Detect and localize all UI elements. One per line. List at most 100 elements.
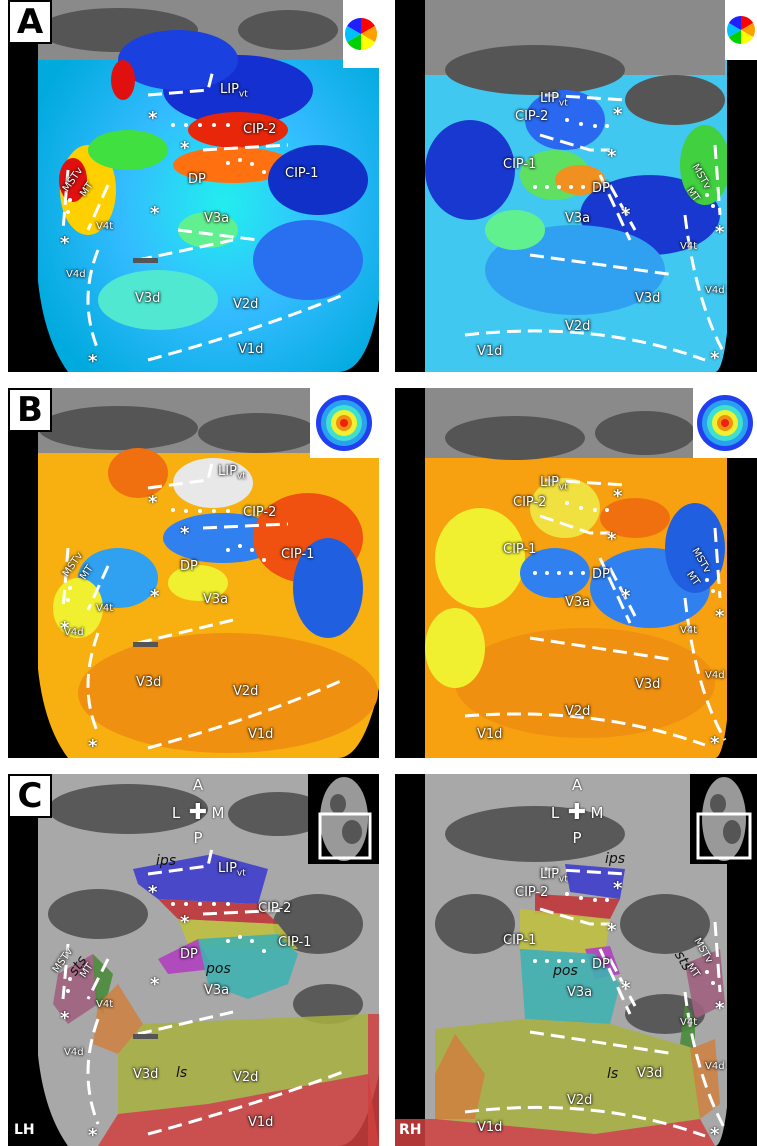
asterisk-marker: *: [710, 348, 720, 369]
asterisk-marker: *: [150, 586, 160, 607]
asterisk-marker: *: [621, 978, 631, 999]
asterisk-marker: *: [715, 222, 725, 243]
area-label-v3a: V3a: [565, 595, 591, 610]
asterisk-marker: *: [88, 351, 98, 372]
sulcus-label-ls: ls: [176, 1065, 188, 1081]
area-label-v2d: V2d: [567, 1093, 593, 1108]
orientation-cross-icon: ✚: [567, 800, 587, 825]
panel-c-label: C: [8, 774, 52, 818]
asterisk-marker: *: [180, 523, 190, 544]
asterisk-marker: *: [607, 529, 617, 550]
area-label-dp: DP: [592, 567, 610, 582]
panel-b-left-map: [8, 388, 379, 758]
asterisk-marker: *: [613, 878, 623, 899]
area-label-v4t: V4t: [96, 603, 114, 614]
panel-b-right: LIPvt CIP-2 CIP-1 DP V3a MSTv MT V4t V4d…: [395, 388, 757, 758]
color-wheel-legend: [725, 0, 757, 60]
panel-c-left-map: [8, 774, 379, 1146]
area-label-cip1: CIP-1: [503, 933, 537, 948]
asterisk-marker: *: [613, 104, 623, 125]
area-label-v2d: V2d: [233, 1070, 259, 1085]
area-label-v4t: V4t: [680, 1017, 698, 1028]
asterisk-marker: *: [607, 920, 617, 941]
asterisk-marker: *: [621, 204, 631, 225]
area-label-lipvt: LIPvt: [220, 82, 248, 100]
panel-a-right-map: [395, 0, 757, 372]
concentric-rings-legend: [310, 388, 379, 458]
area-label-v3a: V3a: [203, 592, 229, 607]
area-label-v1d: V1d: [248, 727, 274, 742]
panel-a-label: A: [8, 0, 52, 44]
panel-b-left: B LIPvt CIP-2 DP CIP-1 MSTv MT V4t V4d V…: [8, 388, 379, 758]
panel-c-right-map: [395, 774, 757, 1146]
asterisk-marker: *: [607, 146, 617, 167]
area-label-v3a: V3a: [567, 985, 593, 1000]
orientation-posterior: P: [572, 829, 582, 847]
area-label-v4t: V4t: [680, 625, 698, 636]
orientation-posterior: P: [193, 829, 203, 847]
area-label-v3d: V3d: [135, 291, 161, 306]
area-label-v1d: V1d: [477, 1120, 503, 1135]
panel-b-right-map: [395, 388, 757, 758]
asterisk-marker: *: [150, 203, 160, 224]
area-label-v3d: V3d: [136, 675, 162, 690]
area-label-v4t: V4t: [680, 241, 698, 252]
orientation-lateral: L: [550, 804, 560, 822]
area-label-cip1: CIP-1: [281, 547, 315, 562]
sulcus-label-pos: pos: [206, 961, 231, 977]
area-label-v1d: V1d: [248, 1115, 274, 1130]
panel-c-right: A L ✚ M P ips LIPvt CIP-2 CIP-1 pos DP V…: [395, 774, 757, 1146]
area-label-dp: DP: [592, 181, 610, 196]
area-label-v3d: V3d: [133, 1067, 159, 1082]
concentric-rings-legend: [693, 388, 757, 458]
area-label-v4d: V4d: [705, 285, 725, 296]
area-label-cip2: CIP-2: [258, 901, 292, 916]
area-label-v3d: V3d: [635, 677, 661, 692]
asterisk-marker: *: [60, 233, 70, 254]
area-label-lipvt: LIPvt: [540, 475, 568, 493]
color-wheel-legend: [343, 0, 379, 68]
area-label-v3a: V3a: [204, 983, 230, 998]
area-label-v1d: V1d: [477, 344, 503, 359]
area-label-cip1: CIP-1: [503, 542, 537, 557]
orientation-medial: M: [211, 804, 225, 822]
area-label-v1d: V1d: [477, 727, 503, 742]
asterisk-marker: *: [148, 882, 158, 903]
area-label-dp: DP: [180, 947, 198, 962]
area-label-v4d: V4d: [705, 670, 725, 681]
panel-a-left: A LIPvt CIP-2 DP CIP-1 MSTv MT V4t V4d V…: [8, 0, 379, 372]
area-label-v1d: V1d: [238, 342, 264, 357]
sulcus-label-ls: ls: [607, 1066, 619, 1082]
area-label-v3d: V3d: [635, 291, 661, 306]
area-label-cip1: CIP-1: [278, 935, 312, 950]
area-label-cip2: CIP-2: [515, 109, 549, 124]
asterisk-marker: *: [715, 606, 725, 627]
area-label-lipvt: LIPvt: [540, 91, 568, 109]
asterisk-marker: *: [150, 974, 160, 995]
asterisk-marker: *: [180, 138, 190, 159]
area-label-v2d: V2d: [233, 297, 259, 312]
area-label-v2d: V2d: [565, 319, 591, 334]
sulcus-label-ips: ips: [156, 853, 177, 869]
area-label-cip1: CIP-1: [503, 157, 537, 172]
area-label-v4d: V4d: [705, 1061, 725, 1072]
area-label-v4t: V4t: [96, 999, 114, 1010]
area-label-v4t: V4t: [96, 221, 114, 232]
asterisk-marker: *: [715, 998, 725, 1019]
orientation-anterior: A: [571, 776, 583, 794]
area-label-lipvt: LIPvt: [218, 464, 246, 482]
asterisk-marker: *: [148, 492, 158, 513]
asterisk-marker: *: [60, 618, 70, 639]
panel-a-right: LIPvt CIP-2 CIP-1 DP V3a MSTv MT V4t V4d…: [395, 0, 757, 372]
area-label-lipvt: LIPvt: [540, 867, 568, 885]
sulcus-label-ips: ips: [605, 851, 626, 867]
area-label-v3d: V3d: [637, 1066, 663, 1081]
area-label-dp: DP: [592, 957, 610, 972]
hemisphere-label-left: LH: [14, 1122, 35, 1138]
area-label-cip2: CIP-2: [513, 495, 547, 510]
asterisk-marker: *: [88, 1125, 98, 1146]
brain-inset-legend: [308, 774, 379, 864]
orientation-lateral: L: [171, 804, 181, 822]
hemisphere-label-right: RH: [399, 1122, 422, 1138]
area-label-cip2: CIP-2: [243, 505, 277, 520]
